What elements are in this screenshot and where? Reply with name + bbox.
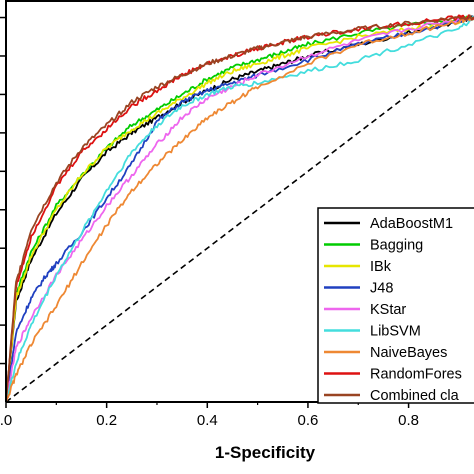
series-line-j48 [5, 15, 474, 403]
legend-label: Combined cla [370, 388, 460, 404]
legend-label: Bagging [370, 238, 423, 254]
legend-label: NaiveBayes [370, 345, 447, 361]
legend: AdaBoostM1 Bagging IBk J48 KStar LibSVM NaiveB… [317, 207, 474, 404]
legend-label: LibSVM [370, 324, 421, 340]
legend-label: RandomFores [370, 367, 462, 383]
reference-diagonal [5, 43, 474, 403]
reference-diagonal-layer [5, 43, 474, 403]
x-tick-label: 0.8 [398, 412, 419, 429]
legend-label: IBk [370, 259, 392, 275]
y-axis-ticks [0, 16, 6, 365]
x-tick-label: 0.6 [298, 412, 319, 429]
series-line-libsvm [5, 15, 474, 403]
series-line-ibk [5, 15, 474, 403]
series-line-naivebayes [5, 16, 474, 403]
x-tick-label: 0.4 [197, 412, 218, 429]
series-line-combined-cla [5, 14, 474, 403]
legend-box [317, 207, 474, 404]
legend-label: J48 [370, 281, 393, 297]
series-line-bagging [5, 15, 474, 403]
x-axis-ticks: .0 0.2 0.4 0.6 0.8 [0, 402, 419, 429]
x-axis-title: 1-Specificity [215, 443, 316, 462]
x-tick-label: .0 [0, 412, 12, 429]
legend-label: AdaBoostM1 [370, 216, 453, 232]
legend-label: KStar [370, 302, 406, 318]
series-layer [5, 14, 474, 403]
x-tick-label: 0.2 [96, 412, 117, 429]
